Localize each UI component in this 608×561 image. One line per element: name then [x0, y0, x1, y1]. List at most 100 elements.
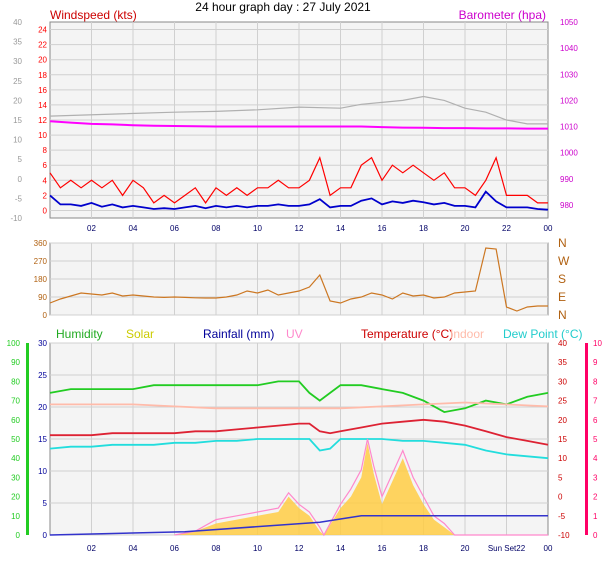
chart-title: 24 hour graph day : 27 July 2021: [195, 0, 371, 14]
uv-tick-label: 5: [593, 435, 598, 444]
uv-tick-label: 6: [593, 416, 598, 425]
baro-tick-label: 990: [560, 175, 574, 184]
series-temperature: [50, 418, 549, 446]
compass-label: N: [558, 308, 567, 322]
x-tick-label: 04: [129, 544, 138, 553]
x-tick-label: 06: [170, 224, 179, 233]
series-gust: [49, 155, 548, 204]
direction-tick-label: 360: [34, 239, 48, 248]
wind-max-tick-label: -10: [10, 214, 22, 223]
rain-tick-label: 10: [38, 467, 47, 476]
uv-axis-bar: [585, 343, 588, 535]
series-uv: [174, 438, 548, 537]
x-tick-label: 02: [87, 544, 96, 553]
wind-max-tick-label: -5: [15, 194, 23, 203]
x-tick-label: 08: [212, 224, 221, 233]
x-tick-label: 08: [212, 544, 221, 553]
x-tick-label: 00: [544, 224, 553, 233]
humidity-axis-bar: [26, 343, 29, 535]
rain-tick-label: 30: [38, 339, 47, 348]
uv-tick-label: 2: [593, 493, 598, 502]
humidity-tick-label: 10: [11, 512, 20, 521]
uv-tick-label: 0: [593, 531, 598, 540]
x-tick-label: 18: [419, 544, 428, 553]
wind-tick-label: 8: [43, 146, 48, 155]
uv-legend: UV: [286, 327, 303, 341]
wind-tick-label: 10: [38, 131, 47, 140]
baro-tick-label: 1050: [560, 18, 578, 27]
x-tick-label: 20: [461, 224, 470, 233]
humidity-tick-label: 50: [11, 435, 20, 444]
rain-tick-label: 0: [43, 531, 48, 540]
wind-tick-label: 2: [43, 191, 48, 200]
x-tick-label: 04: [129, 224, 138, 233]
wind-tick-label: 16: [38, 86, 47, 95]
x-tick-label: 16: [378, 224, 387, 233]
compass-label: S: [558, 272, 566, 286]
humidity-tick-label: 60: [11, 416, 20, 425]
direction-tick-label: 270: [34, 257, 48, 266]
rain-tick-label: 20: [38, 403, 47, 412]
series-solar: [174, 442, 548, 535]
x-tick-label: 10: [253, 544, 262, 553]
series-rainfall: [49, 515, 548, 536]
wind-tick-label: 24: [38, 26, 47, 35]
temp-tick-label: 25: [558, 397, 567, 406]
x-tick-label: 10: [253, 224, 262, 233]
baro-tick-label: 980: [560, 201, 574, 210]
wind-tick-label: 6: [43, 161, 48, 170]
wind-tick-label: 14: [38, 101, 47, 110]
uv-tick-label: 4: [593, 454, 598, 463]
wind-tick-label: 20: [38, 56, 47, 65]
direction-tick-label: 180: [34, 275, 48, 284]
humidity-tick-label: 0: [16, 531, 21, 540]
x-tick-label: 06: [170, 544, 179, 553]
rain-tick-label: 15: [38, 435, 47, 444]
series-dew-point: [49, 438, 549, 460]
wind-max-tick-label: 10: [13, 136, 22, 145]
baro-tick-label: 1000: [560, 149, 578, 158]
temp-tick-label: -5: [558, 512, 566, 521]
compass-label: N: [558, 236, 567, 250]
temp-tick-label: 20: [558, 416, 567, 425]
compass-label: W: [558, 254, 570, 268]
wind-max-tick-label: 30: [13, 57, 22, 66]
uv-tick-label: 7: [593, 397, 598, 406]
series-indoor: [50, 401, 549, 410]
temp-tick-label: 40: [558, 339, 567, 348]
humidity-tick-label: 30: [11, 473, 20, 482]
temp-tick-label: 10: [558, 454, 567, 463]
humidity-tick-label: 100: [7, 339, 21, 348]
wind-max-tick-label: 25: [13, 77, 22, 86]
rain-tick-label: 25: [38, 371, 47, 380]
x-tick-label: 22: [502, 224, 511, 233]
x-tick-label: 00: [544, 544, 553, 553]
humidity-tick-label: 70: [11, 397, 20, 406]
x-tick-label: 02: [87, 224, 96, 233]
series-humidity: [49, 380, 549, 414]
x-tick-label: 18: [419, 224, 428, 233]
baro-tick-label: 1010: [560, 123, 578, 132]
wind-tick-label: 12: [38, 116, 47, 125]
wind-tick-label: 18: [38, 71, 47, 80]
solar-legend: Solar: [126, 327, 154, 341]
wind-max-tick-label: 5: [18, 155, 23, 164]
wind-max-tick-label: 15: [13, 116, 22, 125]
dew-point-legend: Dew Point (°C): [503, 327, 582, 341]
x-tick-label: 14: [336, 224, 345, 233]
indoor-legend: Indoor: [450, 327, 484, 341]
wind-tick-label: 4: [43, 176, 48, 185]
series-wind-max: [49, 95, 548, 125]
wind-tick-label: 0: [43, 206, 48, 215]
wind-max-tick-label: 0: [18, 175, 23, 184]
x-tick-label: 12: [295, 544, 304, 553]
uv-tick-label: 10: [593, 339, 602, 348]
humidity-tick-label: 20: [11, 493, 20, 502]
uv-tick-label: 1: [593, 512, 598, 521]
temp-tick-label: 5: [558, 473, 563, 482]
x-tick-label: 16: [378, 544, 387, 553]
rainfall-legend: Rainfall (mm): [203, 327, 274, 341]
baro-tick-label: 1040: [560, 44, 578, 53]
uv-tick-label: 9: [593, 358, 598, 367]
series-direction: [49, 247, 548, 312]
